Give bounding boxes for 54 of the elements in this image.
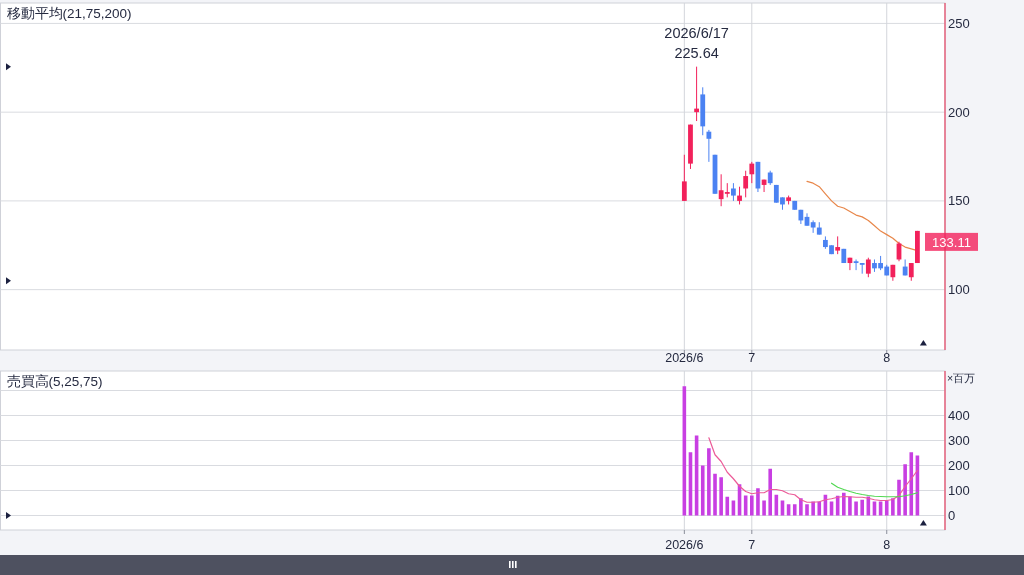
- candlestick: [743, 170, 749, 198]
- bar: [891, 498, 895, 516]
- candlestick: [681, 154, 687, 202]
- bar: [792, 504, 797, 516]
- bar: [719, 477, 723, 516]
- bar: [897, 479, 901, 516]
- candlestick: [902, 258, 908, 276]
- bar: [811, 501, 815, 516]
- y-axis-title: ×百万: [947, 372, 976, 384]
- line-series: [830, 482, 918, 498]
- candlestick: [749, 161, 755, 184]
- bar: [903, 464, 907, 516]
- annotation: 2026/6/17 225.64: [664, 24, 729, 61]
- bar: [725, 496, 730, 516]
- bar: [786, 504, 791, 516]
- bar: [756, 488, 760, 516]
- y-tick-label: 100: [948, 282, 970, 298]
- candlestick: [865, 257, 871, 278]
- x-tick-label: 7: [748, 351, 756, 365]
- x-tick-label: 7: [748, 538, 756, 552]
- bar: [848, 496, 852, 516]
- y-tick-label: 200: [948, 458, 970, 473]
- bar: [817, 501, 822, 516]
- bar: [842, 492, 846, 516]
- y-tick-label: 100: [948, 483, 970, 498]
- bar: [707, 448, 711, 516]
- x-tick-label: 8: [883, 351, 891, 365]
- y-tick-label: 200: [948, 104, 970, 120]
- bar: [799, 498, 803, 516]
- y-tick-label: 250: [948, 15, 970, 31]
- bar: [750, 495, 754, 516]
- line-series: [708, 437, 918, 503]
- bar: [713, 473, 717, 516]
- annotation: 133.11: [932, 234, 971, 250]
- y-tick-label: 150: [948, 193, 970, 209]
- bar: [860, 499, 864, 516]
- bar: [909, 452, 914, 516]
- bar: [768, 468, 773, 516]
- chart-title: 売買高(5,25,75): [6, 374, 103, 389]
- candlestick: [706, 129, 712, 163]
- bar: [884, 500, 889, 516]
- chart-title: 移動平均(21,75,200): [6, 6, 132, 21]
- y-tick-label: 0: [948, 508, 956, 523]
- bar: [854, 501, 858, 516]
- bar: [700, 465, 705, 516]
- y-tick-label: 300: [948, 433, 970, 448]
- candlestick: [810, 219, 816, 234]
- bar: [805, 504, 809, 516]
- line-series: [806, 180, 918, 252]
- bar: [762, 500, 766, 516]
- y-tick-label: 400: [948, 408, 970, 423]
- x-tick-label: 2026/6: [665, 538, 704, 552]
- x-tick-label: 2026/6: [665, 351, 704, 365]
- x-tick-label: 8: [883, 538, 891, 552]
